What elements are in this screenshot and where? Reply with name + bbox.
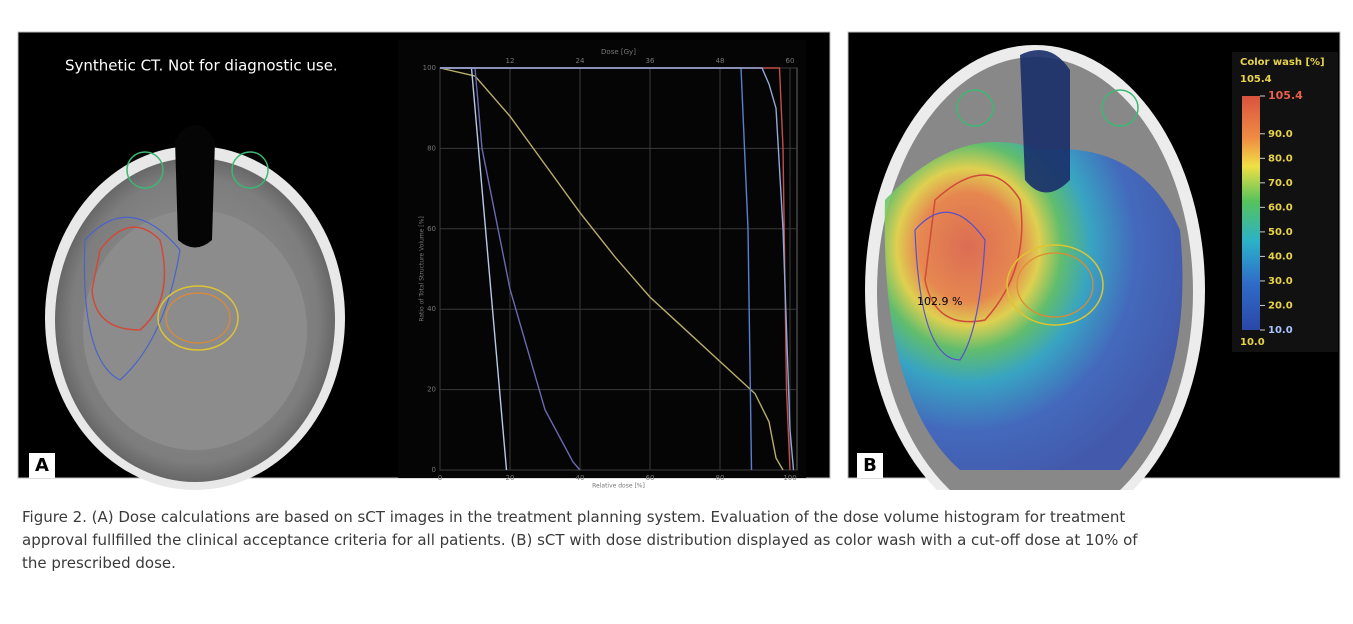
y-tick-label: 0 (432, 466, 436, 474)
colorbar-tick-label: 20.0 (1268, 300, 1293, 311)
x-tick-label: 80 (716, 474, 725, 482)
y-tick-label: 20 (427, 386, 436, 394)
colorbar-tick-label: 90.0 (1268, 129, 1293, 140)
plot-background (398, 40, 806, 478)
colorbar-tick-label: 40.0 (1268, 251, 1293, 262)
colorbar-gradient (1242, 96, 1260, 330)
dvh-chart: 0 20 40 60 80 100 12 24 36 48 60 0 20 40 60 80 100 Relati… (398, 40, 806, 490)
x-tick-label: 40 (576, 474, 585, 482)
colorbar-min: 10.0 (1240, 337, 1265, 348)
caption-line: Figure 2. (A) Dose calculations are base… (22, 508, 1125, 526)
colorbar-tick-label: 50.0 (1268, 227, 1293, 238)
x-tick-label: 20 (506, 474, 515, 482)
colorbar-tick-label: 30.0 (1268, 276, 1293, 287)
panel-label: B (863, 455, 877, 476)
x-tick-label: 60 (646, 474, 655, 482)
y-tick-label: 40 (427, 305, 436, 313)
colorbar-tick-label: 105.4 (1268, 89, 1303, 102)
x2-tick-label: 60 (786, 57, 795, 65)
y-tick-label: 80 (427, 144, 436, 152)
dose-annotation: 102.9 % (917, 295, 962, 308)
y-tick-label: 100 (423, 64, 436, 72)
x2-axis-label: Dose [Gy] (601, 48, 636, 56)
colorbar-tick-label: 70.0 (1268, 178, 1293, 189)
x2-tick-label: 24 (576, 57, 585, 65)
colorbar-tick-label: 80.0 (1268, 153, 1293, 164)
figure: Synthetic CT. Not for diagnostic use. A … (0, 0, 1353, 624)
x-tick-label: 0 (438, 474, 442, 482)
colorbar-tick-label: 10.0 (1268, 325, 1293, 336)
x2-tick-label: 48 (716, 57, 725, 65)
caption-line: approval fullfilled the clinical accepta… (22, 531, 1138, 549)
caption-line: the prescribed dose. (22, 554, 176, 572)
x-axis-label: Relative dose [%] (592, 483, 645, 490)
x2-tick-label: 12 (506, 57, 515, 65)
y-tick-label: 60 (427, 225, 436, 233)
colorbar-max: 105.4 (1240, 74, 1272, 85)
colorbar-tick-label: 60.0 (1268, 202, 1293, 213)
colorbar-title: Color wash [%] (1240, 57, 1325, 68)
x2-tick-label: 36 (646, 57, 655, 65)
figure-panels: Synthetic CT. Not for diagnostic use. A … (0, 0, 1353, 490)
y-axis-label: Ratio of Total Structure Volume [%] (419, 216, 426, 321)
x-tick-label: 100 (783, 474, 796, 482)
panel-note: Synthetic CT. Not for diagnostic use. (65, 57, 338, 75)
panel-label: A (35, 455, 49, 476)
